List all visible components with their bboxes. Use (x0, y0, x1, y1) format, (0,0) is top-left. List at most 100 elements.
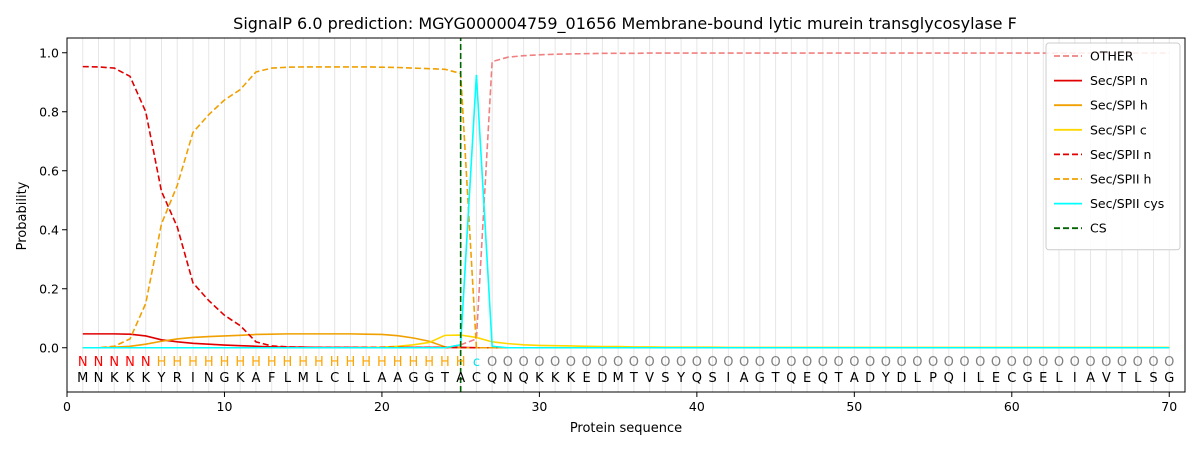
region-label: O (1164, 355, 1174, 370)
region-label: H (330, 355, 340, 370)
legend-entry: Sec/SPI n (1090, 73, 1148, 88)
sequence-residue: L (977, 371, 985, 386)
sequence-residue: I (726, 371, 730, 386)
sequence-residue: D (865, 371, 875, 386)
sequence-residue: K (141, 371, 150, 386)
sequence-residue: Y (157, 371, 166, 386)
legend-entry: OTHER (1090, 49, 1134, 64)
region-label: O (566, 355, 576, 370)
region-label: O (1007, 355, 1017, 370)
region-label: N (125, 355, 135, 370)
sequence-residue: A (393, 371, 402, 386)
sequence-residue: T (1117, 371, 1126, 386)
legend-entry: Sec/SPII h (1090, 172, 1151, 187)
region-label: O (818, 355, 828, 370)
region-label: O (1133, 355, 1143, 370)
sequence-residue: E (803, 371, 811, 386)
region-label: O (597, 355, 607, 370)
sequence-residue: K (567, 371, 576, 386)
sequence-residue: I (191, 371, 195, 386)
sequence-residue: A (740, 371, 749, 386)
region-label: O (487, 355, 497, 370)
region-label: O (1117, 355, 1127, 370)
region-label: O (959, 355, 969, 370)
sequence-residue: A (252, 371, 261, 386)
region-label: O (1148, 355, 1158, 370)
sequence-residue: I (963, 371, 967, 386)
sequence-residue: D (897, 371, 907, 386)
region-label: c (473, 355, 480, 370)
region-label: O (1054, 355, 1064, 370)
legend-entry: Sec/SPII n (1090, 147, 1151, 162)
x-tick-label: 50 (846, 399, 862, 414)
sequence-residue: L (347, 371, 355, 386)
region-label: O (928, 355, 938, 370)
sequence-residue: A (377, 371, 386, 386)
region-label: O (692, 355, 702, 370)
region-label: O (676, 355, 686, 370)
sequence-residue: I (1073, 371, 1077, 386)
sequence-residue: Y (676, 371, 685, 386)
region-label: O (550, 355, 560, 370)
region-label: O (645, 355, 655, 370)
sequence-residue: L (1055, 371, 1063, 386)
sequence-residue: Q (487, 371, 497, 386)
sequence-residue: N (204, 371, 214, 386)
sequence-residue: L (914, 371, 922, 386)
sequence-residue: T (771, 371, 780, 386)
sequence-residue: K (551, 371, 560, 386)
region-label: O (865, 355, 875, 370)
y-tick-label: 0.0 (39, 340, 59, 355)
y-tick-label: 0.6 (39, 163, 59, 178)
sequence-residue: D (597, 371, 607, 386)
region-label: O (1022, 355, 1032, 370)
x-tick-label: 0 (63, 399, 71, 414)
region-label: H (393, 355, 403, 370)
y-tick-label: 0.4 (39, 222, 59, 237)
series-line-sec-spii-cys (82, 74, 1170, 349)
region-label: O (991, 355, 1001, 370)
sequence-residue: T (629, 371, 638, 386)
sequence-residue: Q (944, 371, 954, 386)
sequence-residue: A (456, 371, 465, 386)
region-label: O (582, 355, 592, 370)
region-label: O (770, 355, 780, 370)
sequence-residue: M (298, 371, 309, 386)
sequence-residue: K (126, 371, 135, 386)
region-label: O (707, 355, 717, 370)
x-tick-label: 30 (531, 399, 547, 414)
axes: 0 10 20 30 40 50 60 70 0.0 0.2 0.4 0.6 0.8 1.0 (39, 37, 1186, 414)
sequence-residue: A (850, 371, 859, 386)
sequence-residue: T (834, 371, 843, 386)
region-label: H (283, 355, 293, 370)
region-label: O (629, 355, 639, 370)
region-label: N (141, 355, 151, 370)
region-label: O (1085, 355, 1095, 370)
sequence-residue: L (1134, 371, 1142, 386)
sequence-residue: K (535, 371, 544, 386)
region-label: H (346, 355, 356, 370)
region-label: O (912, 355, 922, 370)
legend-entry: CS (1090, 221, 1107, 236)
region-label: H (361, 355, 371, 370)
sequence-residue: Y (881, 371, 890, 386)
x-tick-label: 20 (374, 399, 390, 414)
region-label: O (613, 355, 623, 370)
x-tick-label: 40 (689, 399, 705, 414)
series-lines (82, 38, 1170, 392)
x-tick-label: 70 (1161, 399, 1177, 414)
legend: OTHER Sec/SPI n Sec/SPI h Sec/SPI c Sec/SPII… (1045, 42, 1181, 251)
region-label: H (440, 355, 450, 370)
sequence-residue: N (503, 371, 513, 386)
sequence-residue: S (661, 371, 669, 386)
sequence-residue: Q (786, 371, 796, 386)
sequence-residue: E (583, 371, 591, 386)
sequence-residue: G (424, 371, 434, 386)
region-label: O (1038, 355, 1048, 370)
region-label: H (220, 355, 230, 370)
sequence-residue: R (173, 371, 182, 386)
region-label: O (802, 355, 812, 370)
region-label: O (755, 355, 765, 370)
region-label: H (424, 355, 434, 370)
